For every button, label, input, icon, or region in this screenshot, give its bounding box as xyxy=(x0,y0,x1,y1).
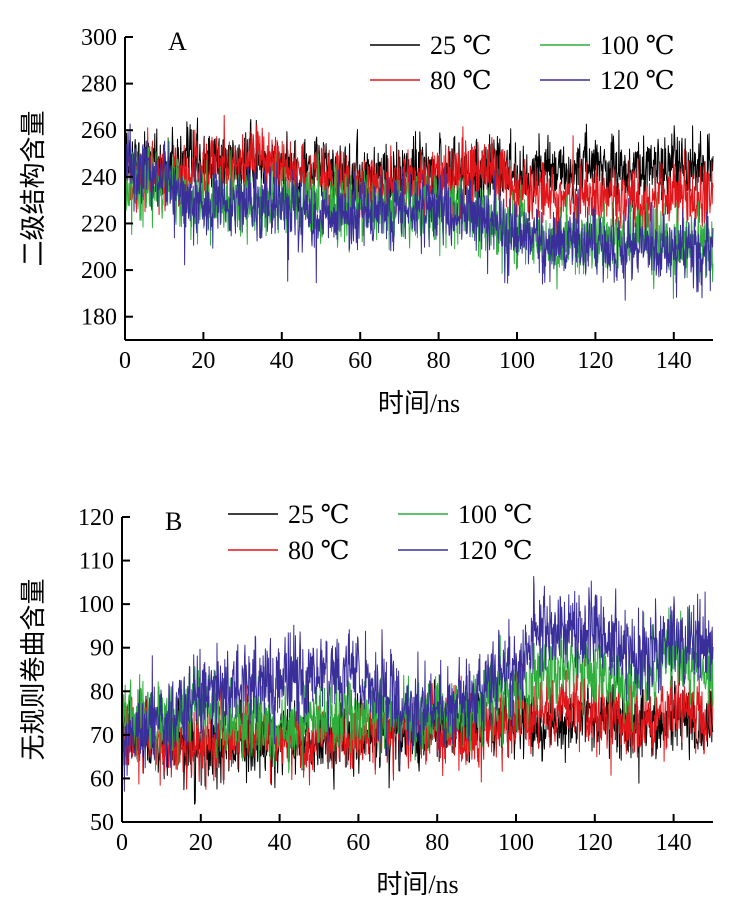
legend-label: 80 ℃ xyxy=(288,536,350,565)
x-tick-label: 20 xyxy=(189,830,213,856)
legend-label: 100 ℃ xyxy=(458,500,533,529)
y-tick-label: 220 xyxy=(81,211,117,237)
y-tick-label: 180 xyxy=(81,305,117,331)
x-tick-label: 140 xyxy=(656,348,692,374)
y-tick-label: 70 xyxy=(90,723,114,749)
y-tick-label: 280 xyxy=(81,72,117,98)
x-tick-label: 100 xyxy=(499,348,535,374)
legend-label: 80 ℃ xyxy=(430,66,492,95)
series-line-b-0 xyxy=(121,665,714,805)
x-tick-label: 60 xyxy=(346,830,370,856)
x-tick-label: 80 xyxy=(427,348,451,374)
legend-label: 25 ℃ xyxy=(288,500,350,529)
legend-label: 120 ℃ xyxy=(600,66,675,95)
x-tick-label: 140 xyxy=(656,830,692,856)
x-tick-label: 40 xyxy=(270,348,294,374)
x-tick-label: 20 xyxy=(191,348,215,374)
y-tick-label: 90 xyxy=(90,636,114,662)
x-tick-label: 120 xyxy=(577,830,613,856)
series-line-b-3 xyxy=(121,575,714,792)
x-tick-label: 100 xyxy=(498,830,534,856)
legend-label: 100 ℃ xyxy=(600,31,675,60)
legend-label: 120 ℃ xyxy=(458,536,533,565)
legend-label: 25 ℃ xyxy=(430,31,492,60)
panel-label: B xyxy=(165,507,182,536)
y-tick-label: 60 xyxy=(90,766,114,792)
x-tick-label: 0 xyxy=(119,348,131,374)
y-tick-label: 80 xyxy=(90,679,114,705)
y-tick-label: 300 xyxy=(81,25,117,51)
x-tick-label: 80 xyxy=(425,830,449,856)
panel-label: A xyxy=(168,27,187,56)
series-line-a-3 xyxy=(124,123,714,301)
y-tick-label: 50 xyxy=(90,810,114,836)
x-tick-label: 120 xyxy=(577,348,613,374)
series-line-a-2 xyxy=(124,138,714,300)
y-axis-label: 无规则卷曲含量 xyxy=(19,578,48,760)
y-tick-label: 120 xyxy=(78,505,114,531)
x-axis-label: 时间/ns xyxy=(376,870,458,899)
x-tick-label: 0 xyxy=(116,830,128,856)
y-axis-label: 二级结构含量 xyxy=(19,110,48,266)
x-axis-label: 时间/ns xyxy=(378,389,460,418)
x-tick-label: 60 xyxy=(348,348,372,374)
y-tick-label: 240 xyxy=(81,165,117,191)
y-tick-label: 110 xyxy=(79,549,114,575)
y-tick-label: 260 xyxy=(81,118,117,144)
y-tick-label: 200 xyxy=(81,258,117,284)
x-tick-label: 40 xyxy=(268,830,292,856)
y-tick-label: 100 xyxy=(78,592,114,618)
